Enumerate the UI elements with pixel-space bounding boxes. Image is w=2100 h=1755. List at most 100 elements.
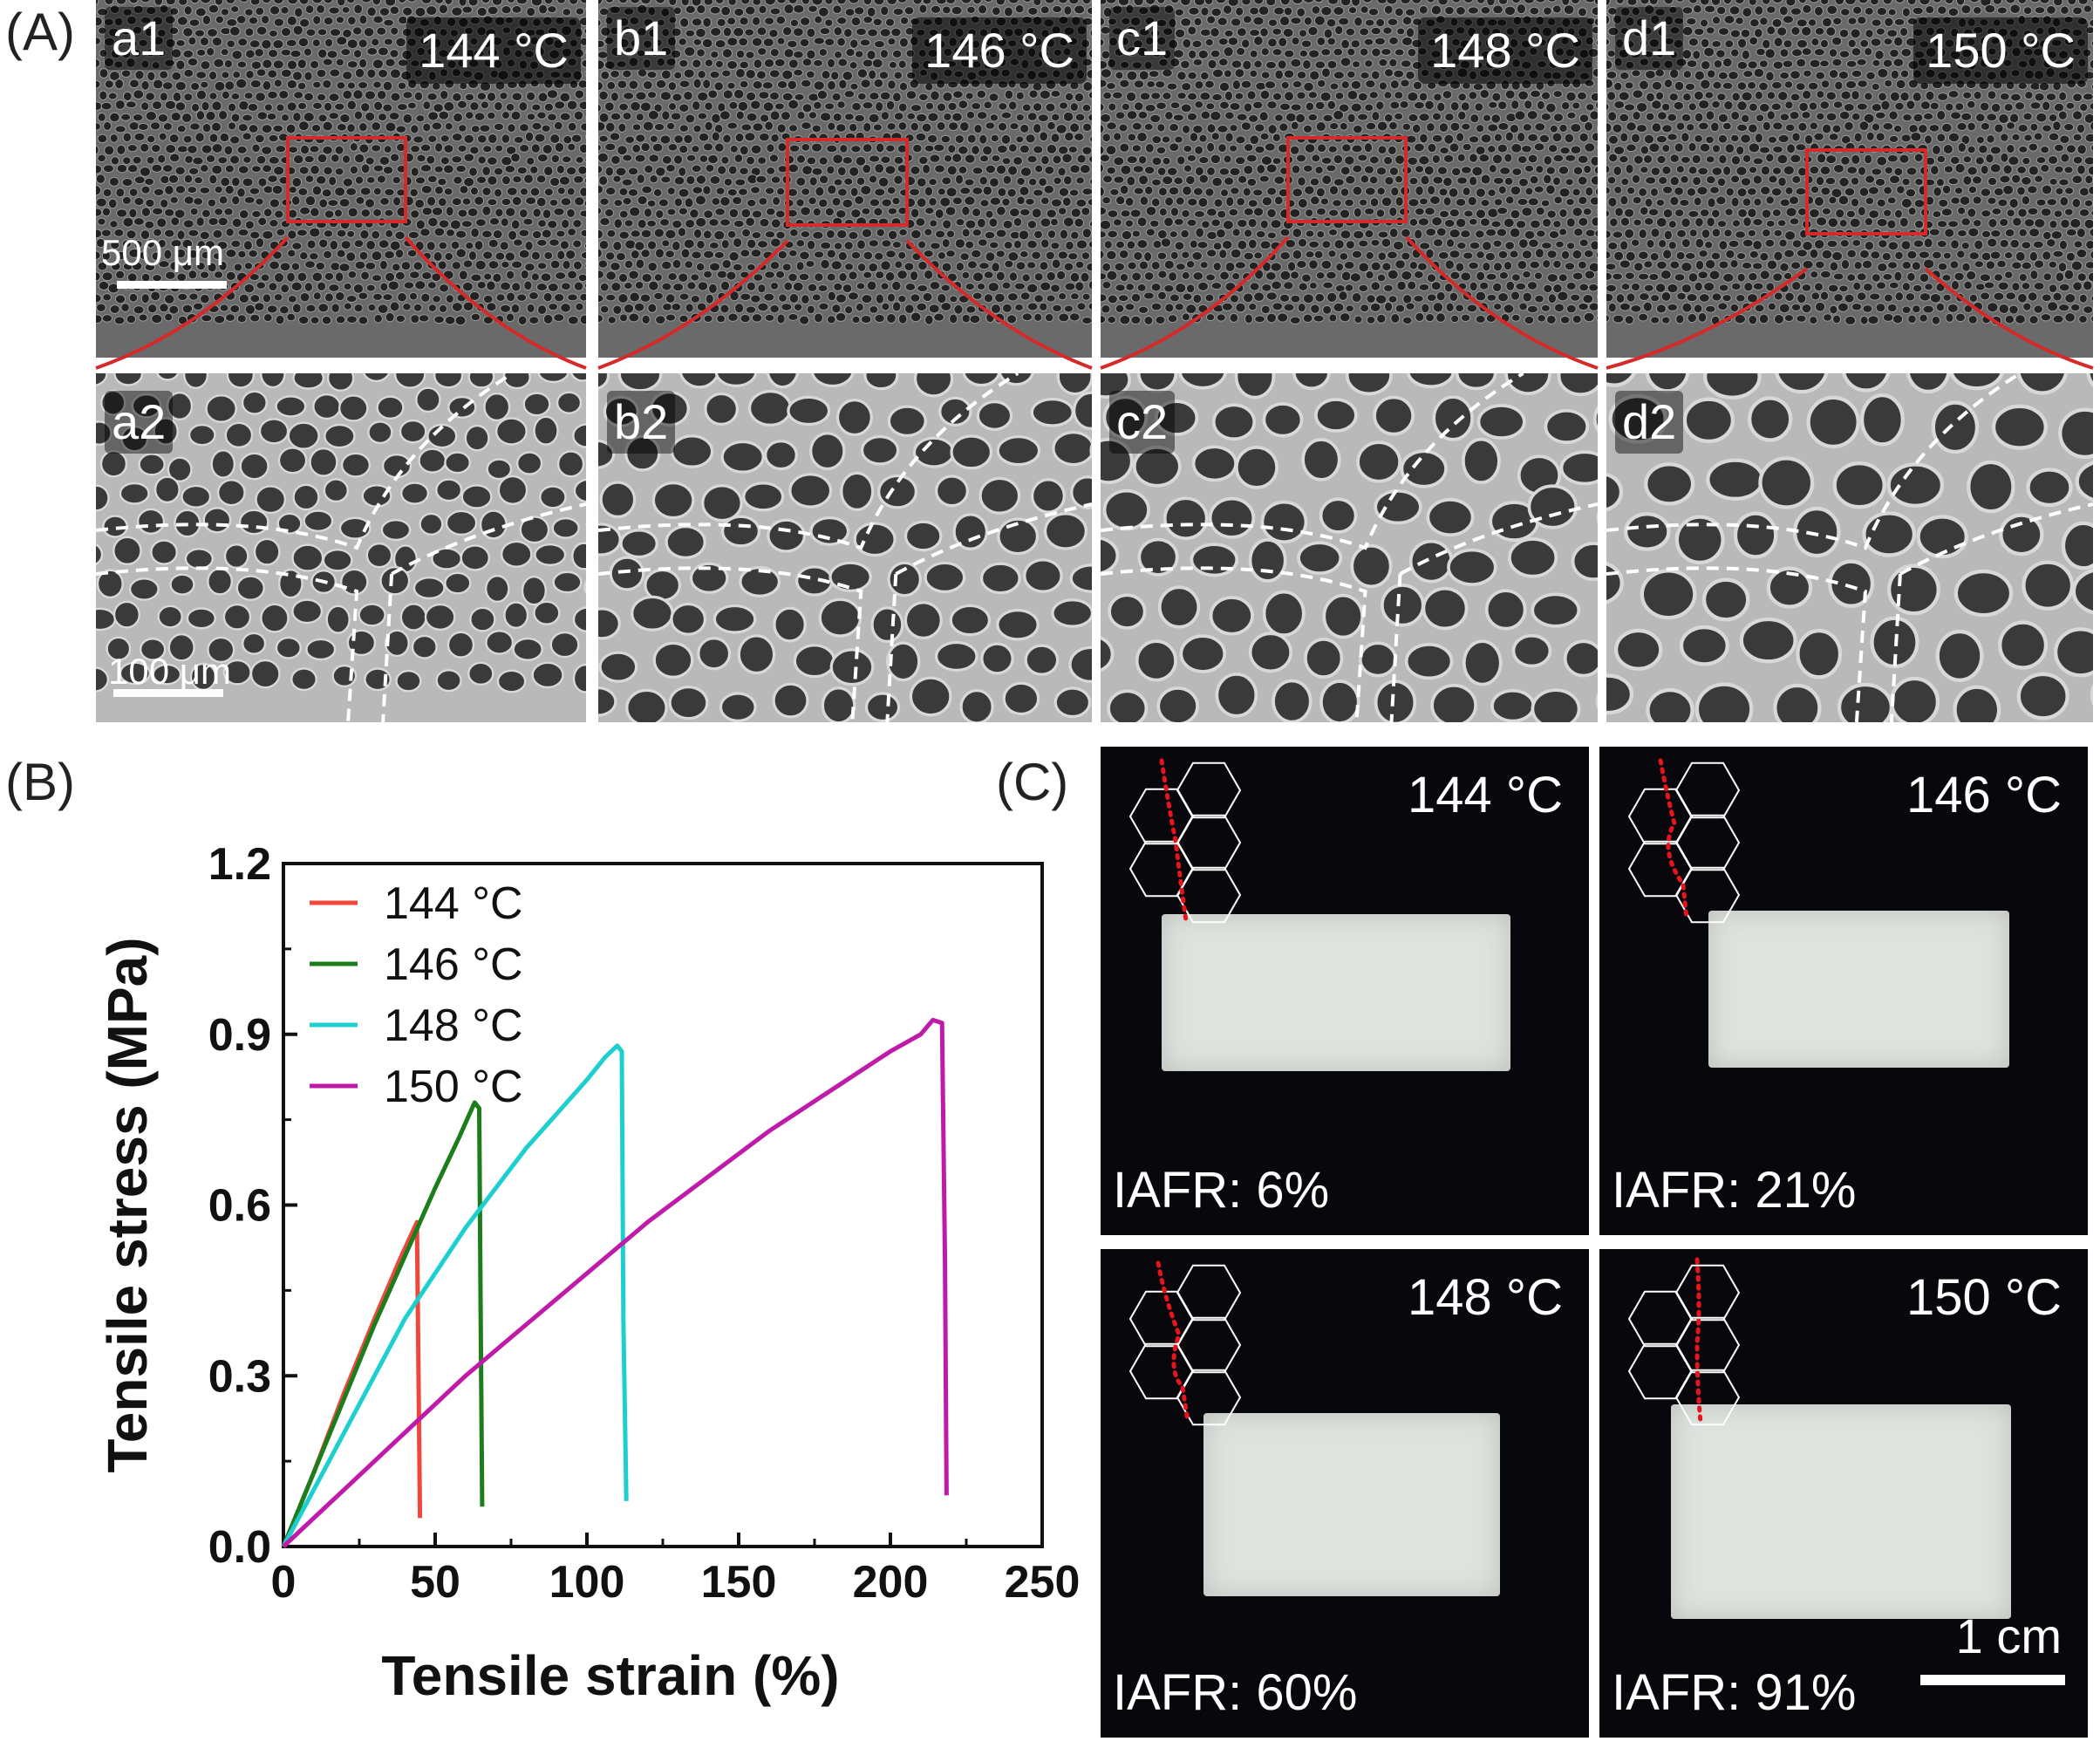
x-tick-label: 200 [853,1557,929,1608]
hexagon-cell [1176,866,1242,924]
sample-photo: 146 °C IAFR: 21% [1599,747,2088,1235]
sem-texture [96,373,586,722]
hexagon-cell [1128,1290,1195,1348]
photo-temp-label: 146 °C [1906,767,2062,823]
fracture-path-line [1159,758,1189,924]
panel-a-letter: (A) [5,3,75,61]
zoom-box [1286,136,1408,223]
x-tick-label: 100 [549,1557,625,1608]
interface-boundary [96,373,586,722]
sublabel-a2: a2 [105,391,174,454]
hexagon-cell [1674,1264,1741,1321]
photo-temp-label: 148 °C [1408,1269,1563,1326]
scale-bar-top [117,281,227,289]
hexagon-cell [1128,840,1195,898]
scale-text-photo: 1 cm [1955,1608,2062,1663]
sublabel-b1: b1 [607,7,676,70]
x-tick-label: 150 [701,1557,777,1608]
x-tick-label: 0 [271,1557,297,1608]
zoom-box [286,136,407,223]
sublabel-b2: b2 [607,391,676,454]
hexagon-cell [1674,761,1741,819]
hexagon-cell [1674,814,1741,871]
iafr-label: IAFR: 60% [1113,1664,1358,1721]
hexagon-cell [1627,788,1694,845]
fracture-path-line [1694,1257,1703,1424]
sem-image-a2: a2 100 μm [96,373,586,722]
sample-photo: 144 °C IAFR: 6% [1101,747,1589,1235]
sem-image-d2: d2 [1606,373,2093,722]
sublabel-d1: d1 [1615,7,1684,70]
interface-boundary [1606,373,2093,722]
iafr-label: IAFR: 21% [1612,1162,1857,1219]
y-tick-label: 0.6 [208,1181,271,1232]
sublabel-c2: c2 [1109,391,1176,454]
fracture-path-line [1658,758,1689,922]
temp-label-b1: 146 °C [912,17,1087,84]
sample-photo: 148 °C IAFR: 60% [1101,1249,1589,1738]
series-line-148 [281,1043,629,1548]
zoom-box [786,138,909,227]
legend-entry: 150 °C [384,1062,523,1112]
hexagon-cell [1674,866,1741,924]
hexagon-fracture-diagram [1128,758,1242,924]
x-tick-label: 250 [1005,1557,1081,1608]
scale-text-bottom: 100 μm [108,651,231,692]
interface-boundary [598,373,1092,722]
temp-label-d1: 150 °C [1913,17,2088,84]
hexagon-cell [1627,1290,1694,1348]
sem-image-b1: b1 146 °C [598,0,1092,358]
sublabel-d2: d2 [1615,391,1684,454]
interface-boundary [1101,373,1598,722]
x-tick-label: 50 [410,1557,460,1608]
x-axis-label: Tensile strain (%) [381,1644,839,1707]
scale-text-top: 500 μm [101,232,224,273]
sem-texture [598,373,1092,722]
sem-texture [1606,373,2093,722]
series-line-146 [281,1100,485,1547]
foam-sample [1203,1413,1500,1596]
photo-temp-label: 150 °C [1906,1269,2062,1326]
y-tick-label: 0.0 [208,1522,271,1573]
hexagon-fracture-diagram [1128,1260,1242,1426]
series-line-150 [282,1017,949,1548]
hexagon-cell [1627,1342,1694,1400]
sample-photo: 150 °C IAFR: 91% 1 cm [1599,1249,2088,1738]
foam-sample [1671,1404,2011,1619]
sem-image-a1: a1 144 °C 500 μm [96,0,586,358]
y-tick-label: 0.9 [208,1010,271,1061]
sublabel-c1: c1 [1109,7,1176,70]
zoom-box [1805,148,1927,236]
hexagon-cell [1176,1264,1242,1321]
y-tick-label: 1.2 [208,839,271,890]
sem-image-d1: d1 150 °C [1606,0,2093,358]
y-tick-label: 0.3 [208,1351,271,1402]
legend-entry: 148 °C [384,1000,523,1051]
sem-image-b2: b2 [598,373,1092,722]
hexagon-fracture-diagram [1627,1257,1741,1426]
panel-c-letter: (C) [996,753,1069,811]
sem-image-c2: c2 [1101,373,1598,722]
iafr-label: IAFR: 6% [1113,1162,1330,1219]
legend-entry: 146 °C [384,939,523,990]
legend-entry: 144 °C [384,878,523,929]
foam-sample [1708,911,2009,1068]
sublabel-a1: a1 [105,7,174,70]
hexagon-fracture-diagram [1627,758,1741,924]
sem-image-c1: c1 148 °C [1101,0,1598,358]
tensile-chart: 0 50 100 150 200 250 0.0 0.3 0.6 0.9 1.2 Tensile st… [96,839,1081,1707]
hexagon-cell [1176,761,1242,819]
photo-temp-label: 144 °C [1408,767,1563,823]
hexagon-cell [1128,788,1195,845]
hexagon-cell [1176,1316,1242,1374]
scale-bar-bottom [113,689,223,697]
hexagon-cell [1176,814,1242,871]
iafr-label: IAFR: 91% [1612,1664,1857,1721]
hexagon-cell [1674,1369,1741,1426]
scale-bar-photo [1920,1675,2065,1685]
foam-sample [1162,914,1510,1071]
hexagon-cell [1674,1316,1741,1374]
hexagon-cell [1176,1369,1242,1426]
sem-texture [1101,373,1598,722]
y-axis-label: Tensile stress (MPa) [96,937,159,1472]
